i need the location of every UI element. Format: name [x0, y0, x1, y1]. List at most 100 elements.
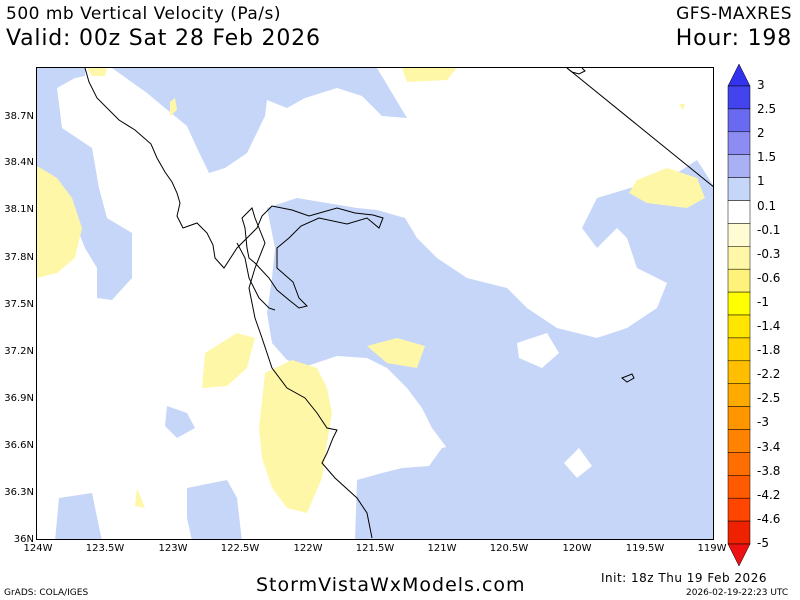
- lake-small: [621, 373, 635, 383]
- color-bar-label: -1.4: [757, 319, 781, 334]
- california-coastline: [84, 68, 384, 539]
- x-label-120W: 120W: [562, 543, 592, 554]
- init-time: Init: 18z Thu 19 Feb 2026: [601, 571, 767, 585]
- color-bar-label: -1: [757, 294, 769, 309]
- x-label-123.5W: 123.5W: [85, 543, 125, 554]
- grads-credit: GrADS: COLA/IGES: [4, 588, 89, 598]
- yellow-region-north: [402, 68, 457, 82]
- white-hole-e: [517, 333, 559, 368]
- y-label-36.9N: 36.9N: [4, 393, 34, 404]
- blue-region-southwest: [55, 493, 102, 539]
- blue-region-northwest: [37, 68, 132, 300]
- yellow-region-small-n: [170, 98, 177, 116]
- y-label-36.6N: 36.6N: [4, 440, 34, 451]
- y-label-37.2N: 37.2N: [4, 346, 34, 357]
- color-bar-swatch: [727, 383, 751, 407]
- y-label-38.1N: 38.1N: [4, 204, 34, 215]
- valid-time: Valid: 00z Sat 28 Feb 2026: [6, 26, 321, 51]
- blue-region-north-central: [112, 68, 407, 173]
- color-bar-label: -4.6: [757, 511, 781, 526]
- y-label-38.7N: 38.7N: [4, 111, 34, 122]
- color-bar-swatch: [727, 314, 751, 339]
- yellow-region-south-central: [259, 360, 332, 513]
- color-bar-swatch: [727, 85, 751, 110]
- yellow-region-east-central: [367, 338, 425, 368]
- blue-regions: [37, 68, 713, 539]
- color-bar-label: -4.2: [757, 487, 781, 502]
- x-label-122.5W: 122.5W: [220, 543, 260, 554]
- nevada-border: [566, 68, 713, 188]
- inner-bay-line: [236, 242, 276, 311]
- y-label-38.4N: 38.4N: [4, 157, 34, 168]
- generated-timestamp: 2026-02-19-22:23 UTC: [686, 588, 789, 598]
- color-bar-swatch: [727, 475, 751, 499]
- color-bar-label: -2.5: [757, 391, 781, 406]
- color-bar-label: 3: [757, 78, 765, 92]
- lake-tahoe-border: [566, 68, 586, 75]
- white-hole-se: [564, 448, 592, 478]
- x-label-119.5W: 119.5W: [625, 543, 665, 554]
- blue-region-southwest-2: [165, 406, 195, 438]
- color-bar-label: -1.8: [757, 343, 781, 358]
- yellow-region-central: [202, 333, 255, 388]
- map-title: 500 mb Vertical Velocity (Pa/s): [6, 4, 281, 24]
- y-label-36.3N: 36.3N: [4, 487, 34, 498]
- color-bar-swatch: [727, 520, 751, 545]
- color-bar-swatch: [727, 497, 751, 522]
- x-label-121W: 121W: [427, 543, 457, 554]
- color-bar-label: -3.8: [757, 463, 781, 478]
- color-bar-swatch: [727, 177, 751, 201]
- yellow-region-small-s: [135, 488, 145, 508]
- yellow-region-small-ne: [679, 104, 685, 110]
- y-label-36N: 36N: [13, 534, 34, 545]
- white-hole-n: [417, 88, 467, 143]
- yellow-region-northwest: [87, 68, 107, 76]
- velocity-field: [37, 68, 713, 539]
- yellow-region-west: [37, 166, 82, 278]
- color-bar-swatch: [727, 246, 751, 270]
- y-label-37.5N: 37.5N: [4, 299, 34, 310]
- model-name: GFS-MAXRES: [676, 4, 792, 24]
- color-bar-label: -3.4: [757, 439, 781, 454]
- y-label-37.8N: 37.8N: [4, 252, 34, 263]
- color-bar-label: -5: [757, 536, 769, 550]
- color-bar-bottom-arrow: [727, 543, 751, 566]
- color-bar-swatch: [727, 337, 751, 362]
- color-bar-swatch: [727, 406, 751, 430]
- color-bar-swatch: [727, 108, 751, 133]
- color-bar-swatch: [727, 429, 751, 453]
- map-panel: [36, 67, 714, 540]
- color-bar-top-arrow: [727, 64, 751, 87]
- x-label-122W: 122W: [293, 543, 323, 554]
- blue-region-south: [187, 480, 242, 539]
- site-name: StormVistaWxModels.com: [256, 574, 526, 596]
- yellow-regions: [37, 68, 705, 513]
- color-bar-swatch: [727, 200, 751, 224]
- color-bar-swatch: [727, 223, 751, 247]
- color-bar-label: -2.2: [757, 367, 781, 382]
- color-bar-swatch: [727, 268, 751, 293]
- white-holes: [417, 88, 647, 478]
- x-label-121.5W: 121.5W: [355, 543, 395, 554]
- color-bar: [727, 64, 751, 566]
- white-hole-ne: [597, 88, 647, 143]
- color-bar-label: -0.1: [757, 222, 781, 237]
- x-label-124W: 124W: [23, 543, 53, 554]
- color-bar-label: 2.5: [757, 102, 777, 117]
- color-bar-swatch: [727, 131, 751, 155]
- color-bar-label: 0.1: [757, 198, 777, 213]
- forecast-hour: Hour: 198: [675, 26, 792, 51]
- color-bar-swatch: [727, 452, 751, 476]
- x-label-119W: 119W: [697, 543, 727, 554]
- x-label-123W: 123W: [158, 543, 188, 554]
- x-label-120.5W: 120.5W: [489, 543, 529, 554]
- color-bar-label: 2: [757, 126, 765, 141]
- color-bar-label: -0.3: [757, 246, 781, 261]
- blue-region-midlands: [267, 198, 713, 508]
- color-bar-label: 1.5: [757, 150, 777, 165]
- yellow-region-northeast: [629, 168, 705, 208]
- coastline: [84, 68, 713, 539]
- color-bar-swatch: [727, 291, 751, 316]
- color-bar-label: 1: [757, 174, 765, 189]
- color-bar-label: -3: [757, 415, 769, 430]
